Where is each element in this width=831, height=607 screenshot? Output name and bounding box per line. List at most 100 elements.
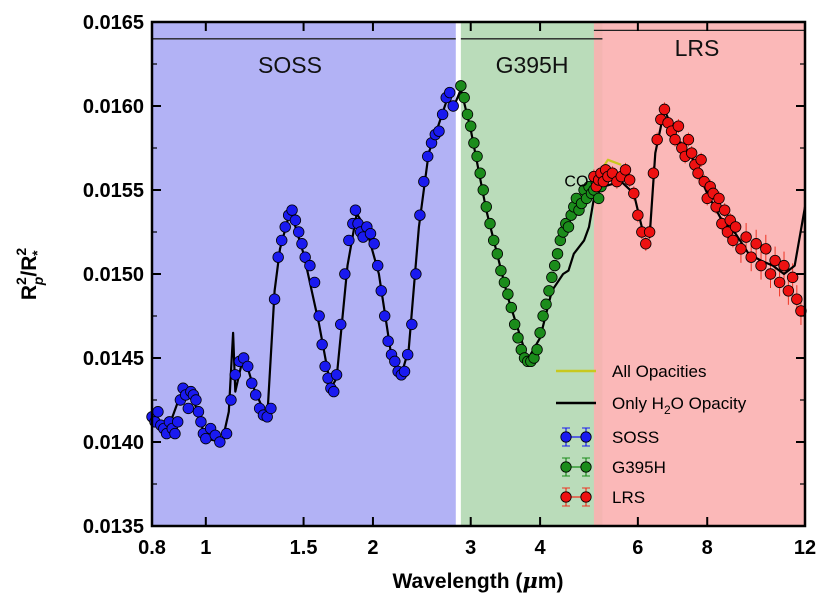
y-tick-label-0-0145: 0.0145: [83, 348, 144, 370]
x-tick-label-8: 8: [702, 537, 713, 559]
point-soss-26: [229, 369, 241, 381]
point-lrs-56: [791, 293, 803, 305]
annotation-co: CO: [564, 174, 588, 191]
instrument-range-bars: [152, 29, 805, 40]
instrument-regions: [152, 22, 805, 526]
point-soss-76: [406, 318, 418, 331]
point-soss-66: [372, 259, 384, 272]
point-lrs-18: [651, 133, 663, 146]
point-lrs-30: [692, 167, 704, 179]
point-soss-31: [250, 389, 262, 401]
point-g395h-9: [484, 217, 496, 230]
point-g395h-2: [461, 108, 474, 121]
point-soss-35: [265, 402, 277, 415]
point-g395h-34: [562, 221, 575, 233]
point-lrs-24: [672, 120, 685, 132]
point-soss-67: [375, 285, 387, 297]
point-lrs-46: [745, 251, 757, 263]
point-soss-83: [433, 125, 445, 137]
point-soss-48: [313, 310, 325, 322]
point-g395h-6: [474, 167, 486, 179]
point-soss-37: [272, 251, 284, 263]
point-lrs-31: [695, 154, 707, 166]
point-soss-16: [190, 394, 202, 406]
point-lrs-45: [740, 231, 752, 243]
point-lrs-50: [764, 268, 777, 280]
point-g395h-8: [480, 201, 492, 213]
x-tick-label-4: 4: [535, 537, 547, 559]
point-soss-84: [436, 108, 449, 121]
point-soss-53: [328, 385, 340, 398]
point-soss-46: [304, 259, 316, 272]
point-soss-86: [444, 86, 456, 99]
point-g395h-5: [471, 150, 483, 163]
point-lrs-49: [760, 243, 772, 255]
point-soss-2: [152, 406, 164, 418]
legend-label-all-opacities: All Opacities: [612, 362, 706, 381]
point-g395h-13: [498, 276, 511, 289]
point-soss-17: [192, 406, 205, 418]
point-soss-29: [242, 360, 254, 373]
x-tick-label-2: 2: [367, 537, 378, 559]
x-tick-label-1: 1: [200, 537, 211, 559]
point-g395h-11: [491, 248, 504, 260]
point-lrs-42: [727, 234, 739, 247]
point-soss-50: [319, 360, 331, 373]
point-g395h-24: [534, 327, 546, 339]
x-axis-ticks: 0.8 1 1.5 2 3 4 6 8 12: [138, 22, 816, 559]
point-lrs-27: [682, 133, 695, 146]
point-g395h-3: [465, 120, 477, 132]
point-soss-71: [389, 355, 401, 368]
point-g395h-14: [502, 288, 514, 300]
point-soss-64: [364, 227, 377, 240]
x-axis-title: Wavelength (μm): [393, 568, 564, 593]
legend-h2o-sub: 2: [664, 403, 671, 417]
point-lrs-15: [640, 238, 652, 250]
y-tick-label-0-0140: 0.0140: [83, 432, 144, 454]
point-g395h-26: [540, 298, 552, 310]
legend: All Opacities Only H2O Opacity SOSS G395…: [556, 362, 747, 507]
legend-marker-lrs: [560, 487, 592, 507]
point-soss-41: [286, 204, 298, 216]
point-lrs-20: [658, 103, 671, 116]
legend-marker-soss: [560, 427, 592, 447]
x-tick-label-3: 3: [465, 537, 476, 559]
point-g395h-0: [455, 80, 467, 92]
point-soss-68: [379, 310, 391, 322]
point-lrs-37: [713, 192, 725, 205]
point-lrs-53: [778, 259, 790, 272]
point-soss-36: [268, 293, 281, 305]
instrument-labels: SOSS G395H LRS: [258, 35, 719, 78]
y-tick-label-0-0135: 0.0135: [83, 516, 144, 538]
svg-text:R2p/R2*: R2p/R2*: [13, 248, 46, 301]
x-tick-label-6: 6: [632, 537, 643, 559]
legend-label-h2o: Only H2O Opacity: [612, 394, 747, 417]
point-g395h-23: [531, 343, 543, 356]
region-g395h: [460, 22, 603, 526]
x-tick-label-12: 12: [794, 537, 816, 559]
point-soss-54: [330, 369, 343, 381]
point-g395h-1: [458, 91, 470, 104]
point-g395h-15: [505, 301, 518, 314]
y-axis-title: R2p/R2*: [13, 248, 46, 301]
legend-marker-g395h: [560, 457, 592, 477]
x-tick-label-1-5: 1.5: [290, 537, 318, 559]
y-axis-ticks: 0.0135 0.0140 0.0145 0.0150 0.0155 0.0160 0.01…: [83, 12, 805, 538]
point-soss-23: [214, 436, 226, 448]
point-soss-9: [172, 416, 184, 428]
point-lrs-48: [755, 259, 767, 272]
point-soss-87: [447, 100, 459, 112]
region-label-soss: SOSS: [258, 52, 322, 78]
point-g395h-28: [546, 271, 558, 284]
point-g395h-29: [549, 259, 561, 272]
point-soss-55: [335, 318, 347, 331]
point-lrs-13: [632, 209, 644, 221]
legend-h2o-suffix: O Opacity: [671, 394, 747, 413]
point-g395h-25: [537, 310, 549, 322]
point-g395h-30: [551, 248, 564, 260]
point-soss-43: [293, 226, 305, 238]
point-lrs-17: [647, 167, 660, 179]
region-label-g395h: G395H: [496, 52, 569, 78]
point-lrs-11: [623, 174, 636, 186]
point-soss-42: [289, 214, 302, 226]
